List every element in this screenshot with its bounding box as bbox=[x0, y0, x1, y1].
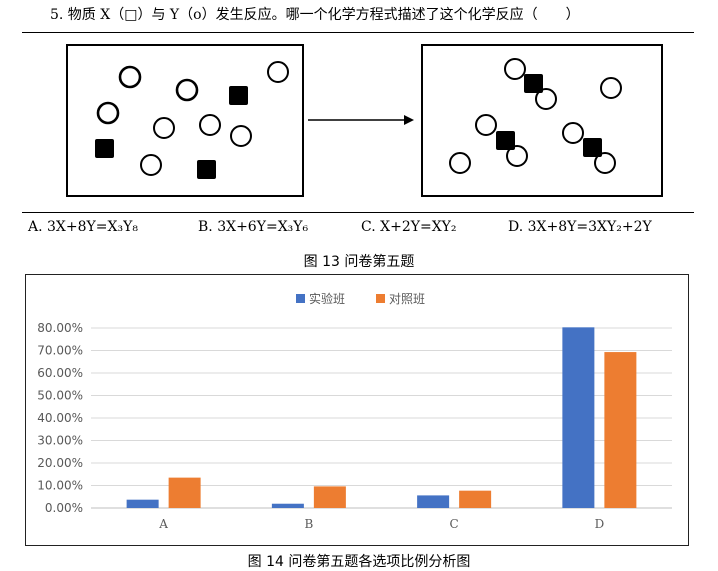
bottom-rule bbox=[22, 212, 694, 213]
y-tick-label: 80.00% bbox=[37, 321, 83, 335]
x-particle bbox=[95, 139, 114, 158]
y-tick-label: 60.00% bbox=[37, 366, 83, 380]
legend-swatch bbox=[296, 294, 305, 303]
x-particle bbox=[583, 138, 602, 157]
y-particle bbox=[96, 101, 120, 125]
option-c-equation: X+2Y=XY₂ bbox=[380, 219, 457, 235]
bar-d-1 bbox=[562, 327, 595, 508]
y-particle bbox=[230, 125, 252, 147]
y-tick-label: 10.00% bbox=[37, 479, 83, 493]
y-particle bbox=[504, 58, 526, 80]
x-particle bbox=[524, 74, 543, 93]
bar-d-2 bbox=[604, 352, 637, 508]
x-particle bbox=[229, 86, 248, 105]
option-b[interactable]: B. 3X+6Y=X₃Y₆ bbox=[198, 217, 308, 237]
figure-14-caption: 图 14 问卷第五题各选项比例分析图 bbox=[247, 554, 471, 570]
y-particle bbox=[600, 77, 622, 99]
y-particle bbox=[118, 65, 142, 89]
x-tick-label: B bbox=[304, 517, 313, 531]
question-text: 5. 物质 X（□）与 Y（o）发生反应。哪一个化学方程式描述了这个化学反应（ … bbox=[50, 7, 580, 23]
x-tick-label: D bbox=[595, 517, 605, 531]
products-box bbox=[421, 44, 663, 197]
option-a[interactable]: A. 3X+8Y=X₃Y₈ bbox=[28, 217, 138, 237]
answer-options: A. 3X+8Y=X₃Y₈ B. 3X+6Y=X₃Y₆ C. X+2Y=XY₂ … bbox=[28, 217, 688, 237]
option-a-letter: A. bbox=[28, 219, 43, 235]
y-particle bbox=[140, 154, 162, 176]
y-particle bbox=[594, 152, 616, 174]
option-d-letter: D. bbox=[508, 219, 524, 235]
y-tick-label: 70.00% bbox=[37, 344, 83, 358]
y-tick-label: 30.00% bbox=[37, 434, 83, 448]
option-c-letter: C. bbox=[361, 219, 376, 235]
figure-13-caption: 图 13 问卷第五题 bbox=[303, 254, 415, 270]
bar-c-2 bbox=[459, 490, 492, 508]
bar-b-2 bbox=[313, 486, 346, 508]
option-c[interactable]: C. X+2Y=XY₂ bbox=[361, 217, 457, 237]
bar-chart: 0.00% 10.00% 20.00% 30.00% 40.00% 50.00% 60.00… bbox=[37, 291, 672, 531]
bar-b-1 bbox=[271, 503, 304, 508]
reactants-box bbox=[66, 44, 304, 197]
y-particle bbox=[175, 78, 199, 102]
bar-a-2 bbox=[168, 477, 201, 508]
y-particle bbox=[153, 117, 175, 139]
bar-c-1 bbox=[417, 495, 450, 508]
y-particle bbox=[506, 145, 528, 167]
x-tick-label: C bbox=[450, 517, 459, 531]
y-particle bbox=[475, 114, 497, 136]
y-tick-label: 20.00% bbox=[37, 456, 83, 470]
bar-a-1 bbox=[126, 499, 159, 508]
legend-label: 实验班 bbox=[309, 291, 345, 306]
top-rule bbox=[22, 32, 694, 33]
option-d-equation: 3X+8Y=3XY₂+2Y bbox=[527, 219, 652, 235]
y-particle bbox=[562, 122, 584, 144]
x-particle bbox=[197, 160, 216, 179]
y-tick-label: 40.00% bbox=[37, 411, 83, 425]
y-particle bbox=[199, 114, 221, 136]
option-a-equation: 3X+8Y=X₃Y₈ bbox=[47, 219, 138, 235]
y-tick-label: 50.00% bbox=[37, 389, 83, 403]
x-particle bbox=[496, 131, 515, 150]
legend-swatch bbox=[376, 294, 385, 303]
reaction-arrow-icon bbox=[308, 115, 414, 125]
option-b-letter: B. bbox=[198, 219, 213, 235]
option-b-equation: 3X+6Y=X₃Y₆ bbox=[217, 219, 309, 235]
x-tick-label: A bbox=[158, 517, 168, 531]
option-d[interactable]: D. 3X+8Y=3XY₂+2Y bbox=[508, 217, 652, 237]
legend-label: 对照班 bbox=[389, 292, 425, 306]
y-particle bbox=[535, 88, 557, 110]
chart-frame: 0.00% 10.00% 20.00% 30.00% 40.00% 50.00% 60.00… bbox=[25, 274, 689, 546]
y-tick-label: 0.00% bbox=[45, 501, 83, 515]
y-particle bbox=[267, 61, 289, 83]
y-particle bbox=[449, 152, 471, 174]
